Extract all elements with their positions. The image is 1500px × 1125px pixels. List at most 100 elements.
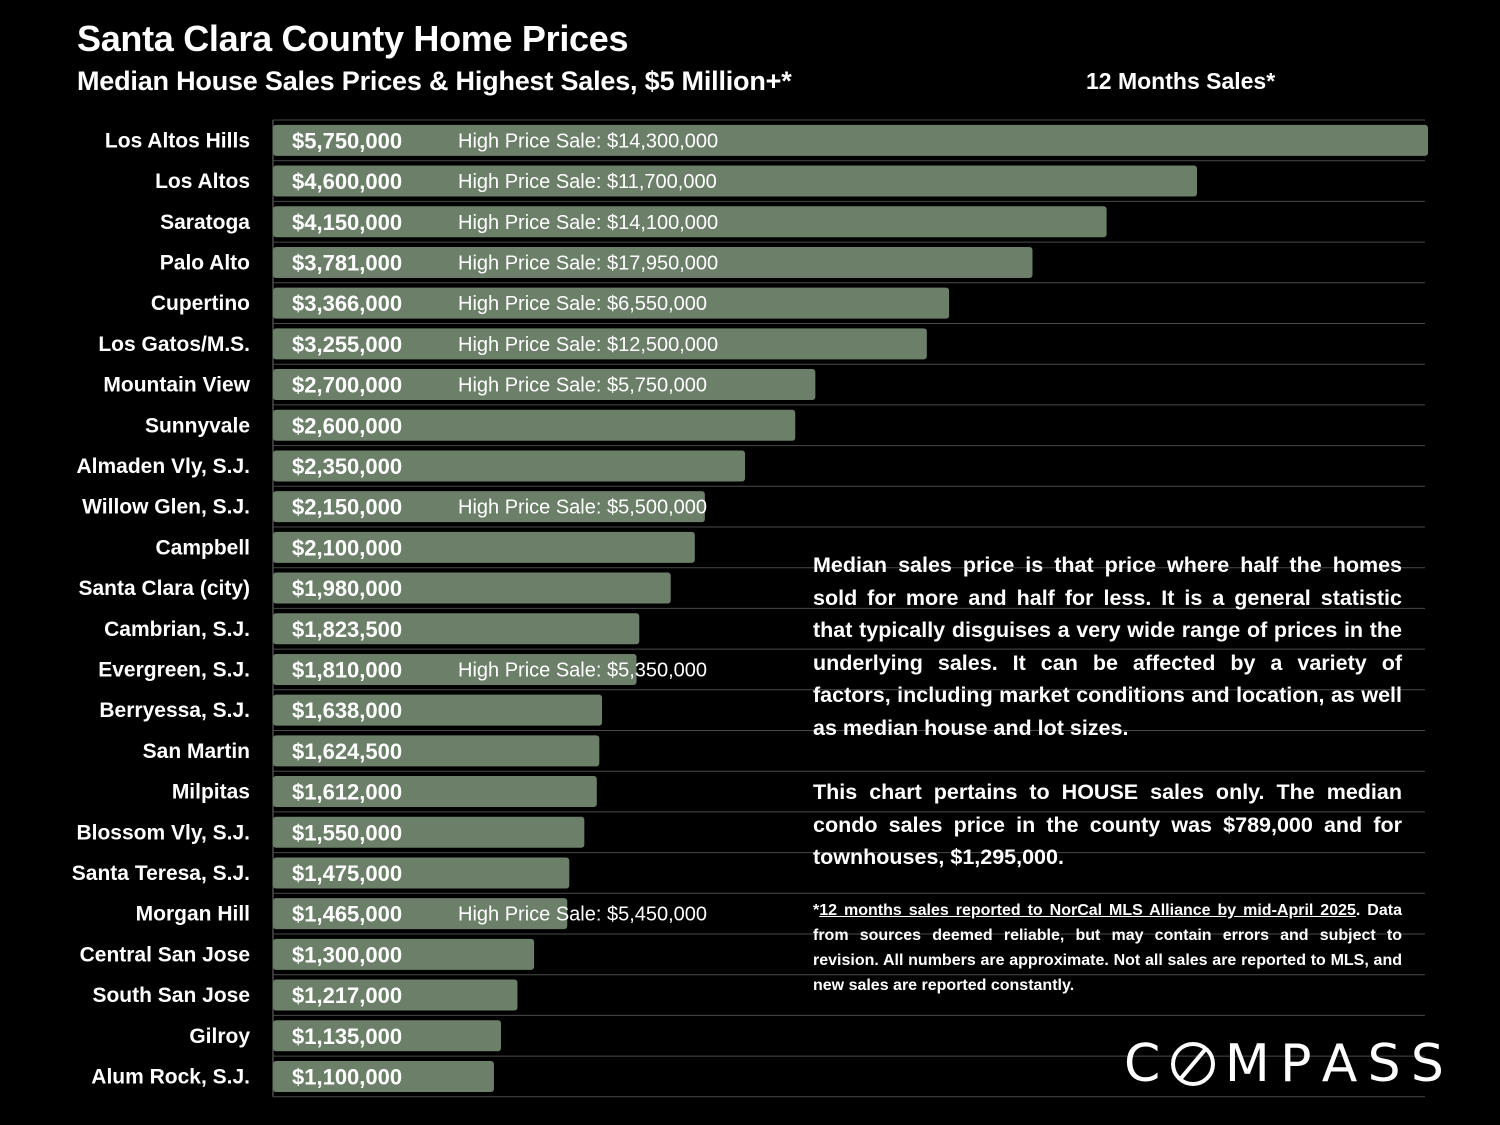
value-label: $1,624,500 <box>292 739 402 764</box>
category-label: Mountain View <box>103 374 250 397</box>
bar <box>273 1020 501 1052</box>
bar <box>273 613 640 645</box>
bar <box>273 898 568 930</box>
bar <box>273 165 1197 197</box>
value-label: $2,150,000 <box>292 495 402 520</box>
labels: Los Altos Hills $5,750,000 High Price Sale… <box>72 128 718 1089</box>
value-label: $1,217,000 <box>292 983 402 1008</box>
value-label: $1,980,000 <box>292 576 402 601</box>
high-price-sale-label: High Price Sale: $14,300,000 <box>458 130 718 152</box>
high-price-sale-label: High Price Sale: $11,700,000 <box>458 171 717 193</box>
logo-letter: S <box>1410 1034 1444 1094</box>
gridlines <box>272 119 1425 1098</box>
footnote-source: 12 months sales reported to NorCal MLS A… <box>819 902 1356 919</box>
value-label: $1,550,000 <box>292 820 402 845</box>
value-label: $2,600,000 <box>292 413 402 438</box>
logo-o-mark <box>1170 1042 1215 1086</box>
category-label: Santa Clara (city) <box>78 577 250 600</box>
value-label: $1,823,500 <box>292 617 402 642</box>
note-paragraph-median: Median sales price is that price where h… <box>813 553 1402 740</box>
value-label: $1,638,000 <box>292 698 402 723</box>
value-label: $2,700,000 <box>292 373 402 398</box>
bar <box>273 124 1428 156</box>
bar <box>273 938 535 970</box>
bar <box>273 857 570 889</box>
bar <box>273 206 1107 238</box>
bar <box>273 776 597 808</box>
value-label: $1,475,000 <box>292 861 402 886</box>
bar <box>273 491 705 523</box>
bar <box>273 287 950 319</box>
category-label: Los Gatos/M.S. <box>98 333 250 356</box>
value-label: $1,135,000 <box>292 1024 402 1049</box>
logo-letter: M <box>1224 1034 1270 1094</box>
category-label: San Martin <box>143 740 250 763</box>
explanation-note: Median sales price is that price where h… <box>813 549 1402 874</box>
logo-letter: A <box>1321 1034 1358 1094</box>
category-label: Cupertino <box>151 292 250 315</box>
bar <box>273 450 746 482</box>
category-label: Santa Teresa, S.J. <box>72 862 250 885</box>
category-label: Alum Rock, S.J. <box>91 1065 250 1088</box>
chart-title: Santa Clara County Home Prices <box>77 18 629 59</box>
category-label: Sunnyvale <box>145 414 250 437</box>
category-label: Evergreen, S.J. <box>98 658 250 681</box>
category-label: Gilroy <box>189 1025 250 1048</box>
high-price-sale-label: High Price Sale: $5,750,000 <box>458 375 707 397</box>
bar <box>273 816 585 848</box>
category-label: Blossom Vly, S.J. <box>76 821 250 844</box>
high-price-sale-label: High Price Sale: $5,350,000 <box>458 659 707 681</box>
category-label: Willow Glen, S.J. <box>82 496 250 519</box>
category-label: Morgan Hill <box>136 903 250 926</box>
value-label: $3,255,000 <box>292 332 402 357</box>
category-label: Los Altos <box>155 170 250 193</box>
bar <box>273 694 603 726</box>
category-label: Saratoga <box>160 211 250 234</box>
value-label: $3,366,000 <box>292 291 402 316</box>
category-label: Cambrian, S.J. <box>104 618 250 641</box>
footnote-disclaimer: . Data from sources deemed reliable, but… <box>813 902 1402 994</box>
value-label: $4,600,000 <box>292 169 402 194</box>
footnote: *12 months sales reported to NorCal MLS … <box>813 898 1402 998</box>
bar <box>273 246 1033 278</box>
high-price-sale-label: High Price Sale: $17,950,000 <box>458 252 718 274</box>
value-label: $3,781,000 <box>292 250 402 275</box>
chart-subtitle: Median House Sales Prices & Highest Sale… <box>77 66 792 96</box>
period-label: 12 Months Sales* <box>1086 68 1276 94</box>
bar <box>273 369 816 401</box>
bars <box>273 124 1428 1092</box>
high-price-sale-label: High Price Sale: $5,500,000 <box>458 497 707 519</box>
bar <box>273 1060 494 1092</box>
value-label: $2,100,000 <box>292 535 402 560</box>
bar <box>273 572 671 604</box>
category-label: Berryessa, S.J. <box>99 699 250 722</box>
bar <box>273 409 796 441</box>
high-price-sale-label: High Price Sale: $6,550,000 <box>458 293 707 315</box>
category-label: Los Altos Hills <box>105 129 250 152</box>
bar <box>273 531 695 563</box>
high-price-sale-label: High Price Sale: $12,500,000 <box>458 334 718 356</box>
logo-letter: S <box>1367 1034 1401 1094</box>
bar <box>273 979 518 1011</box>
value-label: $1,300,000 <box>292 942 402 967</box>
category-label: Milpitas <box>172 781 250 804</box>
note-paragraph-house-only: This chart pertains to HOUSE sales only.… <box>813 780 1402 869</box>
category-label: Palo Alto <box>160 251 250 274</box>
bar <box>273 653 637 685</box>
value-label: $4,150,000 <box>292 210 402 235</box>
logo-letter: P <box>1280 1034 1312 1094</box>
logo-letter: C <box>1124 1034 1161 1094</box>
value-label: $1,100,000 <box>292 1064 402 1089</box>
value-label: $1,810,000 <box>292 657 402 682</box>
high-price-sale-label: High Price Sale: $14,100,000 <box>458 212 718 234</box>
value-label: $2,350,000 <box>292 454 402 479</box>
value-label: $1,465,000 <box>292 902 402 927</box>
bar <box>273 328 927 360</box>
value-label: $1,612,000 <box>292 780 402 805</box>
category-label: Campbell <box>155 536 250 559</box>
high-price-sale-label: High Price Sale: $5,450,000 <box>458 904 707 926</box>
value-label: $5,750,000 <box>292 128 402 153</box>
compass-logo: C M P A S S <box>1124 1034 1444 1094</box>
category-label: Central San Jose <box>80 943 250 966</box>
